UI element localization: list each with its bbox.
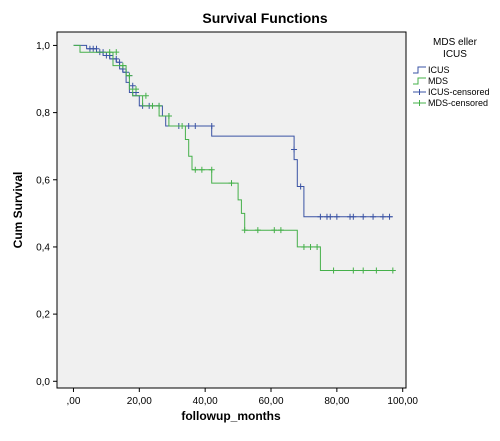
legend-symbol: [413, 77, 426, 85]
censored-mark-icus: [208, 123, 215, 130]
censored-mark-mds: [165, 112, 172, 119]
censored-mark-icus: [113, 55, 120, 62]
legend-label: MDS-censored: [428, 98, 488, 108]
censored-mark-icus: [370, 213, 377, 220]
censored-mark-mds: [198, 166, 205, 173]
censored-mark-icus: [192, 123, 199, 130]
censored-mark-mds: [106, 49, 113, 56]
x-tick-label: ,00: [67, 396, 81, 407]
censored-mark-mds: [113, 49, 120, 56]
legend-label: MDS: [428, 76, 448, 86]
censored-mark-icus: [129, 82, 136, 89]
legend-title-line-2: ICUS: [443, 49, 467, 60]
series-line-mds: [73, 44, 393, 271]
censored-mark-mds: [149, 102, 156, 109]
x-tick-label: 20,00: [127, 396, 152, 407]
legend-symbol: [413, 66, 426, 74]
plot-area: [56, 31, 407, 389]
chart-title: Survival Functions: [202, 10, 327, 26]
censored-mark-mds: [314, 243, 321, 250]
legend-symbol: [413, 89, 426, 95]
censored-mark-icus: [333, 213, 340, 220]
y-tick-label: 0,2: [36, 310, 50, 321]
x-axis: ,00 20,00 40,00 60,00 80,00 100,00: [67, 388, 418, 407]
x-tick-label: 100,00: [387, 396, 418, 407]
censored-mark-icus: [297, 183, 304, 190]
censored-mark-icus: [386, 213, 393, 220]
y-axis: 0,0 0,2 0,4 0,6 0,8 1,0: [36, 41, 57, 388]
censored-mark-mds: [228, 180, 235, 187]
censored-mark-mds: [142, 92, 149, 99]
censored-mark-mds: [389, 267, 396, 274]
censored-mark-mds: [350, 267, 357, 274]
censored-mark-mds: [360, 267, 367, 274]
censored-mark-icus: [116, 59, 123, 66]
censored-mark-mds: [241, 227, 248, 234]
censored-mark-icus: [93, 45, 100, 52]
y-axis-label: Cum Survival: [11, 172, 25, 249]
censored-mark-mds: [156, 102, 163, 109]
legend-label: ICUS: [428, 65, 450, 75]
y-tick-label: 1,0: [36, 41, 50, 52]
censored-mark-icus: [185, 123, 192, 130]
censored-mark-mds: [192, 166, 199, 173]
censored-mark-mds: [208, 166, 215, 173]
series-layer: [73, 44, 396, 274]
y-tick-label: 0,6: [36, 175, 50, 186]
censored-mark-icus: [327, 213, 334, 220]
censored-mark-mds: [330, 267, 337, 274]
y-tick-label: 0,4: [36, 242, 50, 253]
y-tick-label: 0,0: [36, 377, 50, 388]
censored-mark-mds: [254, 227, 261, 234]
legend-label: ICUS-censored: [428, 87, 490, 97]
legend-symbol: [413, 100, 426, 106]
legend: MDS eller ICUS ICUSMDSICUS-censoredMDS-c…: [413, 37, 490, 108]
censored-mark-mds: [307, 243, 314, 250]
censored-mark-icus: [317, 213, 324, 220]
x-tick-label: 60,00: [258, 396, 283, 407]
censored-mark-mds: [271, 227, 278, 234]
censored-mark-icus: [379, 213, 386, 220]
censored-mark-mds: [277, 227, 284, 234]
censored-mark-mds: [300, 243, 307, 250]
censored-mark-mds: [133, 86, 140, 93]
x-tick-label: 40,00: [193, 396, 218, 407]
censored-mark-icus: [350, 213, 357, 220]
censored-mark-icus: [291, 146, 298, 153]
censored-mark-mds: [373, 267, 380, 274]
legend-title-line-1: MDS eller: [433, 37, 478, 48]
censored-mark-mds: [119, 62, 126, 69]
y-tick-label: 0,8: [36, 108, 50, 119]
x-axis-label: followup_months: [181, 409, 281, 423]
x-tick-label: 80,00: [324, 396, 349, 407]
censored-mark-mds: [179, 123, 186, 130]
censored-mark-mds: [126, 72, 133, 79]
censored-mark-icus: [360, 213, 367, 220]
